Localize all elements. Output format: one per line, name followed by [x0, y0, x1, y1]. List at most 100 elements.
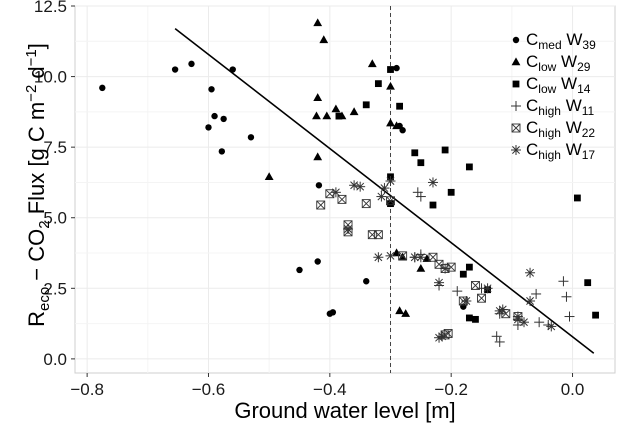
- legend-marker: [511, 101, 521, 111]
- data-point: [264, 172, 274, 180]
- y-tick-label: 7.5: [43, 138, 67, 157]
- y-axis-label: Reco − CO2 Flux [g C m−2 d−1]: [23, 43, 53, 327]
- data-point: [482, 283, 493, 294]
- data-point: [558, 276, 569, 287]
- data-point: [387, 66, 394, 73]
- data-point: [573, 194, 581, 202]
- data-point: [329, 309, 337, 316]
- data-point: [416, 263, 426, 272]
- data-point: [325, 189, 335, 199]
- data-point: [494, 336, 505, 347]
- data-point: [349, 180, 360, 191]
- data-point: [99, 84, 106, 92]
- data-point: [459, 270, 467, 278]
- data-point: [367, 59, 377, 68]
- data-point: [584, 279, 592, 287]
- plot-panel: [74, 5, 616, 374]
- data-point: [331, 104, 341, 113]
- data-point: [534, 317, 545, 328]
- data-point: [386, 118, 395, 127]
- x-tick-label: 0.0: [561, 380, 585, 399]
- data-point: [440, 264, 450, 273]
- legend-label: Clow W14: [526, 74, 591, 96]
- data-point: [531, 288, 542, 299]
- data-point: [385, 250, 396, 261]
- x-axis-label: Ground water level [m]: [234, 398, 455, 423]
- data-point: [374, 80, 382, 88]
- data-point: [415, 191, 426, 202]
- data-point: [546, 321, 557, 332]
- legend-item: Cmed W39: [512, 30, 596, 52]
- data-point: [379, 183, 390, 194]
- data-point: [465, 263, 473, 271]
- data-point: [362, 101, 370, 109]
- series-med-39: [99, 60, 467, 317]
- data-points: [99, 18, 599, 347]
- data-point: [497, 304, 508, 315]
- data-point: [313, 18, 323, 27]
- data-point: [208, 86, 215, 93]
- data-point: [316, 200, 326, 210]
- y-tick-label: 12.5: [34, 0, 67, 16]
- data-point: [337, 194, 347, 204]
- y-tick-label: 0.0: [43, 350, 67, 369]
- data-point: [446, 262, 456, 272]
- legend-label: Chigh W11: [526, 96, 595, 118]
- data-point: [373, 252, 384, 263]
- data-point: [411, 149, 419, 157]
- data-point: [229, 66, 236, 73]
- x-tick-label: −0.8: [70, 380, 104, 399]
- data-point: [312, 111, 321, 120]
- legend-marker: [511, 57, 521, 66]
- data-point: [491, 331, 502, 342]
- data-point: [385, 176, 396, 187]
- data-point: [398, 251, 408, 261]
- legend-marker: [511, 145, 521, 155]
- legend-label: Cmed W39: [526, 30, 596, 52]
- legend-label: Chigh W22: [526, 118, 595, 140]
- legend-label: Chigh W17: [526, 140, 595, 162]
- data-point: [313, 152, 323, 161]
- data-point: [349, 107, 359, 116]
- data-point: [452, 286, 463, 297]
- data-point: [399, 127, 406, 134]
- data-point: [314, 258, 321, 265]
- data-point: [343, 224, 354, 235]
- data-point: [564, 311, 575, 322]
- series-high-17: [330, 176, 557, 343]
- data-point: [396, 102, 404, 110]
- data-point: [465, 314, 473, 322]
- data-point: [171, 66, 179, 73]
- data-point: [437, 331, 448, 342]
- data-point: [296, 266, 303, 274]
- data-point: [409, 252, 420, 263]
- data-point: [367, 230, 377, 240]
- y-tick-label: 2.5: [43, 279, 67, 298]
- data-point: [392, 121, 401, 130]
- data-point: [335, 112, 343, 120]
- data-point: [461, 296, 472, 307]
- x-tick-label: −0.2: [434, 380, 468, 399]
- data-point: [376, 191, 387, 202]
- data-point: [386, 196, 395, 206]
- data-point: [525, 296, 536, 307]
- data-point: [434, 277, 445, 288]
- legend-item: Chigh W17: [511, 140, 595, 162]
- grid: [74, 5, 616, 374]
- data-point: [319, 35, 329, 44]
- data-point: [361, 199, 371, 209]
- data-point: [427, 177, 438, 188]
- y-tick-label: 5.0: [43, 209, 67, 228]
- data-point: [387, 200, 394, 208]
- data-point: [313, 93, 323, 101]
- data-point: [447, 188, 455, 196]
- data-point: [561, 291, 572, 302]
- legend-marker: [512, 80, 520, 88]
- data-point: [220, 115, 227, 123]
- data-point: [355, 181, 366, 192]
- data-point: [429, 201, 437, 209]
- x-tick-label: −0.4: [313, 380, 347, 399]
